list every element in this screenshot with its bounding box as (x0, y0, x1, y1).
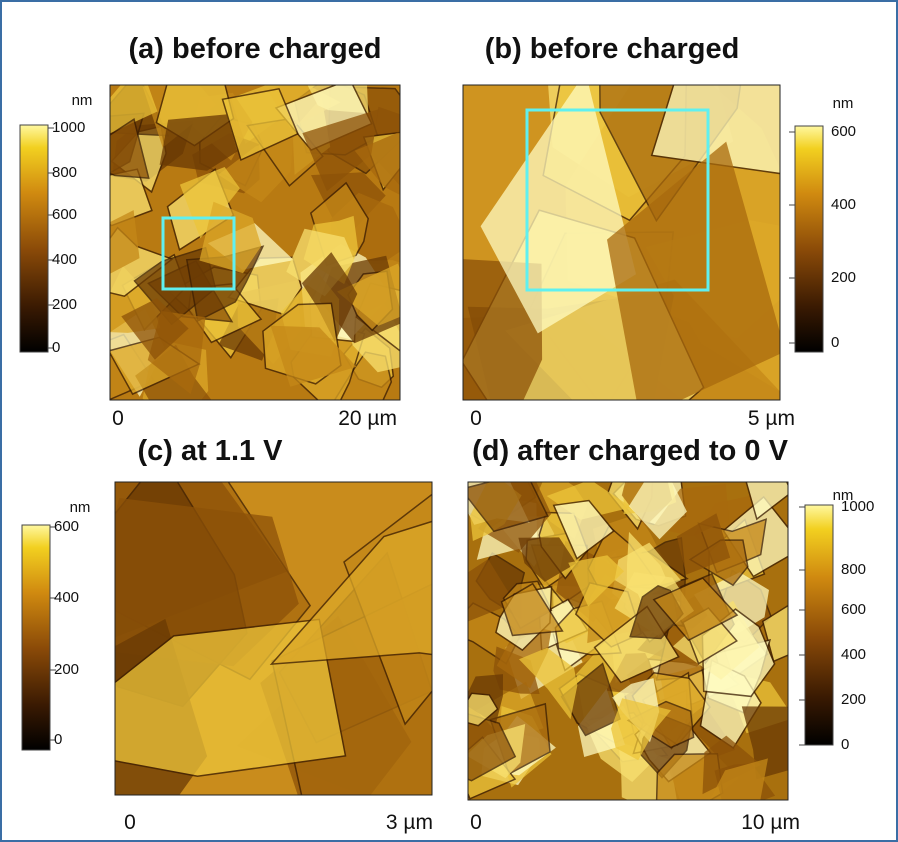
colorbar-tick-label: 200 (831, 269, 856, 286)
colorbar-tick-label: 200 (54, 661, 79, 678)
colorbar (20, 125, 48, 352)
colorbar-unit: nm (70, 499, 91, 516)
scale-end: 20 µm (338, 407, 397, 430)
colorbar-tick-label: 1000 (52, 119, 85, 136)
colorbar-tick-label: 400 (831, 196, 856, 213)
colorbar-tick-label: 0 (54, 731, 62, 748)
scale-start: 0 (124, 811, 136, 834)
colorbar-unit: nm (833, 95, 854, 112)
panel-title: (a) before charged (129, 33, 382, 65)
afm-image (58, 55, 451, 437)
panel-title: (c) at 1.1 V (137, 435, 283, 467)
colorbar-tick-label: 200 (52, 296, 77, 313)
colorbar (22, 525, 50, 750)
scale-start: 0 (470, 811, 482, 834)
colorbar-tick-label: 0 (841, 736, 849, 753)
colorbar-tick-label: 600 (52, 206, 77, 223)
colorbar-tick-label: 600 (841, 601, 866, 618)
scale-end: 3 µm (386, 811, 433, 834)
colorbar-tick-label: 600 (54, 518, 79, 535)
colorbar-unit: nm (72, 92, 93, 109)
panel-title: (d) after charged to 0 V (472, 435, 788, 467)
colorbar-tick-label: 800 (841, 561, 866, 578)
scale-start: 0 (470, 407, 482, 430)
colorbar-tick-label: 1000 (841, 498, 874, 515)
colorbar-tick-label: 800 (52, 164, 77, 181)
colorbar-tick-label: 600 (831, 123, 856, 140)
colorbar-tick-label: 400 (54, 589, 79, 606)
scale-end: 10 µm (741, 811, 800, 834)
colorbar-tick-label: 0 (831, 334, 839, 351)
scale-start: 0 (112, 407, 124, 430)
figure: (a) before charged nm 1000 800 600 400 200 0 0 20… (0, 0, 898, 842)
colorbar-tick-label: 0 (52, 339, 60, 356)
colorbar-tick-label: 400 (841, 646, 866, 663)
afm-image (435, 447, 810, 819)
colorbar-tick-label: 200 (841, 691, 866, 708)
scale-end: 5 µm (748, 407, 795, 430)
colorbar (795, 126, 823, 352)
colorbar (805, 505, 833, 745)
panel-title: (b) before charged (485, 33, 740, 65)
colorbar-tick-label: 400 (52, 251, 77, 268)
